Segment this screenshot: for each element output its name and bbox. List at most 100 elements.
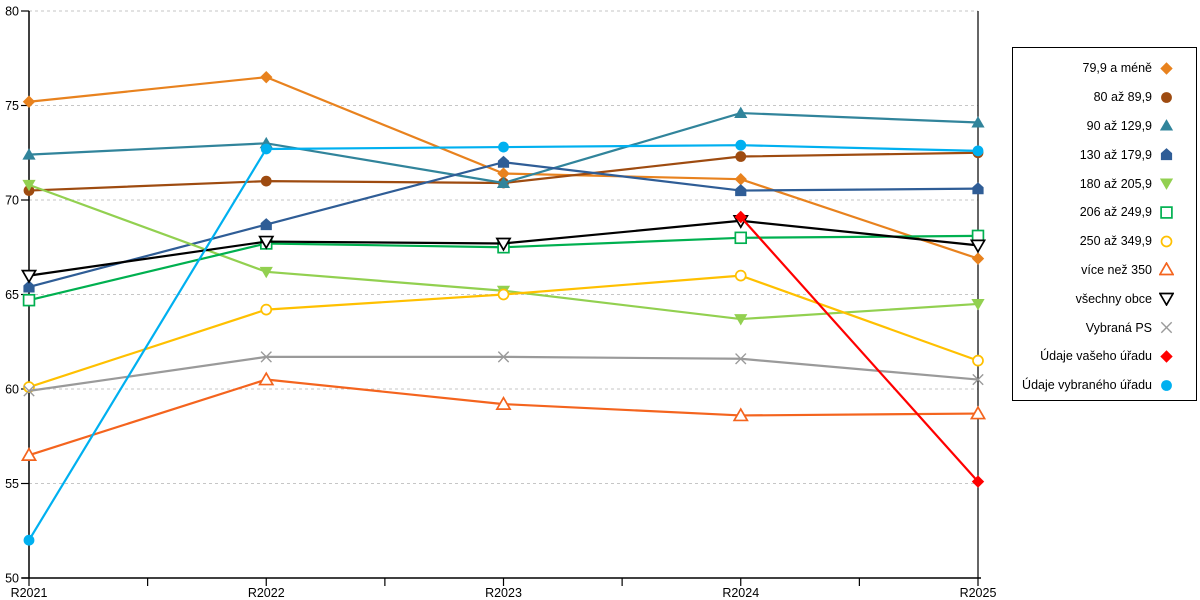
x-tick-label: R2025 — [960, 586, 997, 600]
legend-item: Údaje vybraného úřadu — [1013, 371, 1196, 400]
circle-marker-icon — [498, 141, 509, 153]
series-line — [739, 216, 979, 483]
x-tick-label: R2022 — [248, 586, 285, 600]
x-tick-label: R2024 — [722, 586, 759, 600]
circle-marker-icon — [1161, 379, 1172, 391]
triangle-down-marker-icon — [1159, 292, 1174, 307]
legend-marker — [1159, 262, 1174, 276]
legend-marker — [1159, 178, 1174, 190]
circle-marker-icon — [497, 288, 510, 301]
triangle-down-marker-icon — [22, 179, 36, 192]
series-line — [28, 378, 979, 457]
legend-marker — [1161, 379, 1172, 391]
circle-marker-icon — [1161, 91, 1172, 103]
series-line — [28, 355, 979, 392]
legend-item: 80 až 89,9 — [1013, 83, 1196, 112]
triangle-up-marker-icon — [734, 106, 748, 119]
triangle-up-marker-icon — [22, 148, 36, 160]
triangle-down-marker-icon — [971, 298, 985, 311]
legend-marker — [1159, 119, 1174, 131]
legend-item-label: 180 až 205,9 — [1079, 176, 1152, 191]
legend-item-label: Vybraná PS — [1085, 320, 1152, 335]
series-8 — [20, 214, 987, 284]
diamond-marker-icon — [971, 252, 985, 265]
circle-marker-icon — [260, 303, 273, 316]
legend-item-label: 250 až 349,9 — [1079, 234, 1152, 249]
legend-item: 180 až 205,9 — [1013, 169, 1196, 198]
legend-marker — [1160, 62, 1173, 75]
series-6 — [23, 269, 984, 393]
diamond-marker-icon — [1160, 62, 1173, 75]
triangle-up-marker-icon — [258, 371, 275, 386]
legend-item-label: 90 až 129,9 — [1086, 118, 1152, 133]
x-marker-icon — [260, 351, 272, 363]
y-tick-label: 75 — [5, 99, 19, 113]
x-marker-icon — [23, 385, 35, 397]
legend-item: více než 350 — [1013, 256, 1196, 285]
legend-item-label: 80 až 89,9 — [1093, 90, 1152, 105]
triangle-up-marker-icon — [495, 396, 512, 410]
legend-marker — [1160, 321, 1173, 334]
x-tick-label: R2021 — [11, 586, 48, 600]
diamond-marker-icon — [497, 167, 510, 180]
circle-marker-icon — [735, 139, 747, 151]
legend-item: 79,9 a méně — [1013, 54, 1196, 83]
diamond-marker-icon — [22, 95, 36, 108]
legend-item-label: 206 až 249,9 — [1079, 205, 1152, 220]
triangle-up-marker-icon — [971, 116, 985, 128]
legend-box: 79,9 a méně 80 až 89,9 90 až 129,9 130 až 1… — [1012, 47, 1197, 401]
legend-item-label: všechny obce — [1075, 291, 1152, 306]
y-tick-label: 60 — [5, 383, 19, 397]
legend-item: Vybraná PS — [1013, 313, 1196, 342]
legend-item: 130 až 179,9 — [1013, 140, 1196, 169]
legend-item-label: 130 až 179,9 — [1079, 147, 1152, 162]
pentagon-marker-icon — [497, 155, 510, 168]
diamond-marker-icon — [971, 475, 985, 488]
legend-item-label: 79,9 a méně — [1082, 61, 1153, 76]
legend-item: 250 až 349,9 — [1013, 227, 1196, 256]
x-marker-icon — [972, 373, 984, 386]
diamond-marker-icon — [734, 210, 747, 224]
circle-marker-icon — [260, 143, 272, 155]
legend-marker — [1160, 148, 1173, 161]
legend-marker — [1160, 235, 1173, 248]
pentagon-marker-icon — [260, 218, 272, 231]
diamond-marker-icon — [734, 173, 747, 186]
x-marker-icon — [1160, 321, 1173, 334]
legend-item: 90 až 129,9 — [1013, 112, 1196, 141]
triangle-down-marker-icon — [1159, 178, 1174, 190]
triangle-up-marker-icon — [1159, 119, 1174, 131]
series-3 — [23, 155, 984, 293]
pentagon-marker-icon — [1160, 148, 1173, 161]
triangle-down-marker-icon — [495, 237, 512, 252]
y-tick-label: 80 — [5, 5, 19, 19]
legend-item: všechny obce — [1013, 284, 1196, 313]
square-marker-icon — [22, 293, 36, 307]
triangle-up-marker-icon — [1159, 262, 1174, 276]
circle-marker-icon — [260, 175, 272, 187]
series-11 — [23, 139, 984, 546]
y-tick-label: 55 — [5, 477, 19, 491]
series-line — [28, 144, 979, 541]
diamond-marker-icon — [1160, 350, 1173, 363]
triangle-up-marker-icon — [496, 176, 511, 188]
square-marker-icon — [734, 231, 747, 245]
legend-marker — [1159, 292, 1174, 307]
triangle-up-marker-icon — [732, 407, 749, 422]
pentagon-marker-icon — [735, 184, 747, 197]
series-0 — [22, 70, 985, 265]
diamond-marker-icon — [260, 70, 273, 84]
legend-item: Údaje vašeho úřadu — [1013, 342, 1196, 371]
x-tick-label: R2023 — [485, 586, 522, 600]
legend-item: 206 až 249,9 — [1013, 198, 1196, 227]
circle-marker-icon — [1160, 235, 1173, 248]
legend-item-label: Údaje vašeho úřadu — [1040, 349, 1152, 364]
circle-marker-icon — [734, 269, 747, 282]
triangle-down-marker-icon — [259, 266, 273, 279]
triangle-down-marker-icon — [734, 314, 748, 326]
legend-marker — [1160, 350, 1173, 363]
legend-item-label: více než 350 — [1081, 262, 1152, 277]
circle-marker-icon — [23, 534, 35, 546]
